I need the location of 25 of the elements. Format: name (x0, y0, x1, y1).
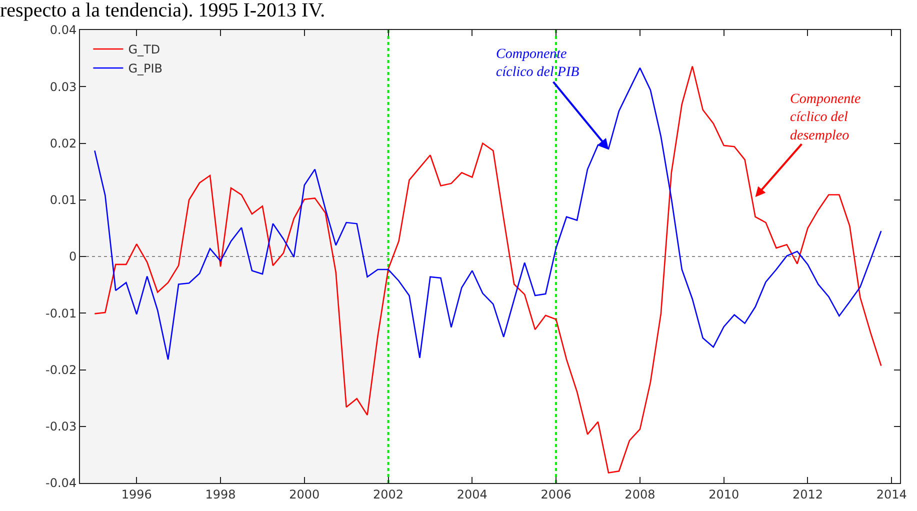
y-tick-label: -0.02 (46, 362, 77, 377)
line-series (94, 66, 882, 474)
x-tick-label: 2002 (373, 487, 404, 502)
annotation: Componente cíclico del PIB (496, 47, 580, 80)
y-tick-label: 0.01 (50, 193, 77, 208)
y-tick-label: 0.04 (50, 23, 77, 38)
y-tick-label: 0.03 (50, 80, 77, 94)
y-tick-label: 0 (68, 250, 77, 264)
legend-label: G_PIB (128, 62, 163, 76)
x-tick-label: 2010 (708, 487, 740, 502)
x-tick-label: 1998 (205, 487, 236, 502)
x-tick-label: 2000 (289, 487, 320, 502)
x-tick-label: 2012 (792, 487, 823, 502)
legend-label: G_TD (128, 42, 160, 57)
annotation: Componente cíclico del desempleo (790, 92, 861, 144)
x-tick-label: 2014 (876, 487, 907, 502)
x-tick-label: 2006 (540, 487, 572, 502)
y-tick-label: 0.02 (50, 136, 77, 150)
x-tick-label: 2004 (456, 487, 488, 502)
y-tick-label: -0.04 (46, 476, 77, 490)
chart-title: respecto a la tendencia). 1995 I-2013 IV. (0, 0, 326, 22)
x-tick-label: 2008 (624, 487, 656, 502)
y-tick-label: -0.03 (46, 420, 77, 434)
y-tick-label: -0.01 (46, 306, 77, 320)
x-tick-label: 1996 (121, 487, 152, 502)
